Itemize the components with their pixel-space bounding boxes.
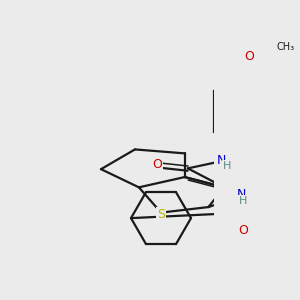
- Text: CH₃: CH₃: [277, 42, 295, 52]
- Text: S: S: [157, 208, 165, 221]
- Text: H: H: [239, 196, 247, 206]
- Text: H: H: [223, 160, 231, 170]
- Text: O: O: [244, 50, 254, 63]
- Text: N: N: [216, 154, 226, 166]
- Text: O: O: [152, 158, 162, 170]
- Text: O: O: [239, 224, 248, 237]
- Text: N: N: [237, 188, 246, 201]
